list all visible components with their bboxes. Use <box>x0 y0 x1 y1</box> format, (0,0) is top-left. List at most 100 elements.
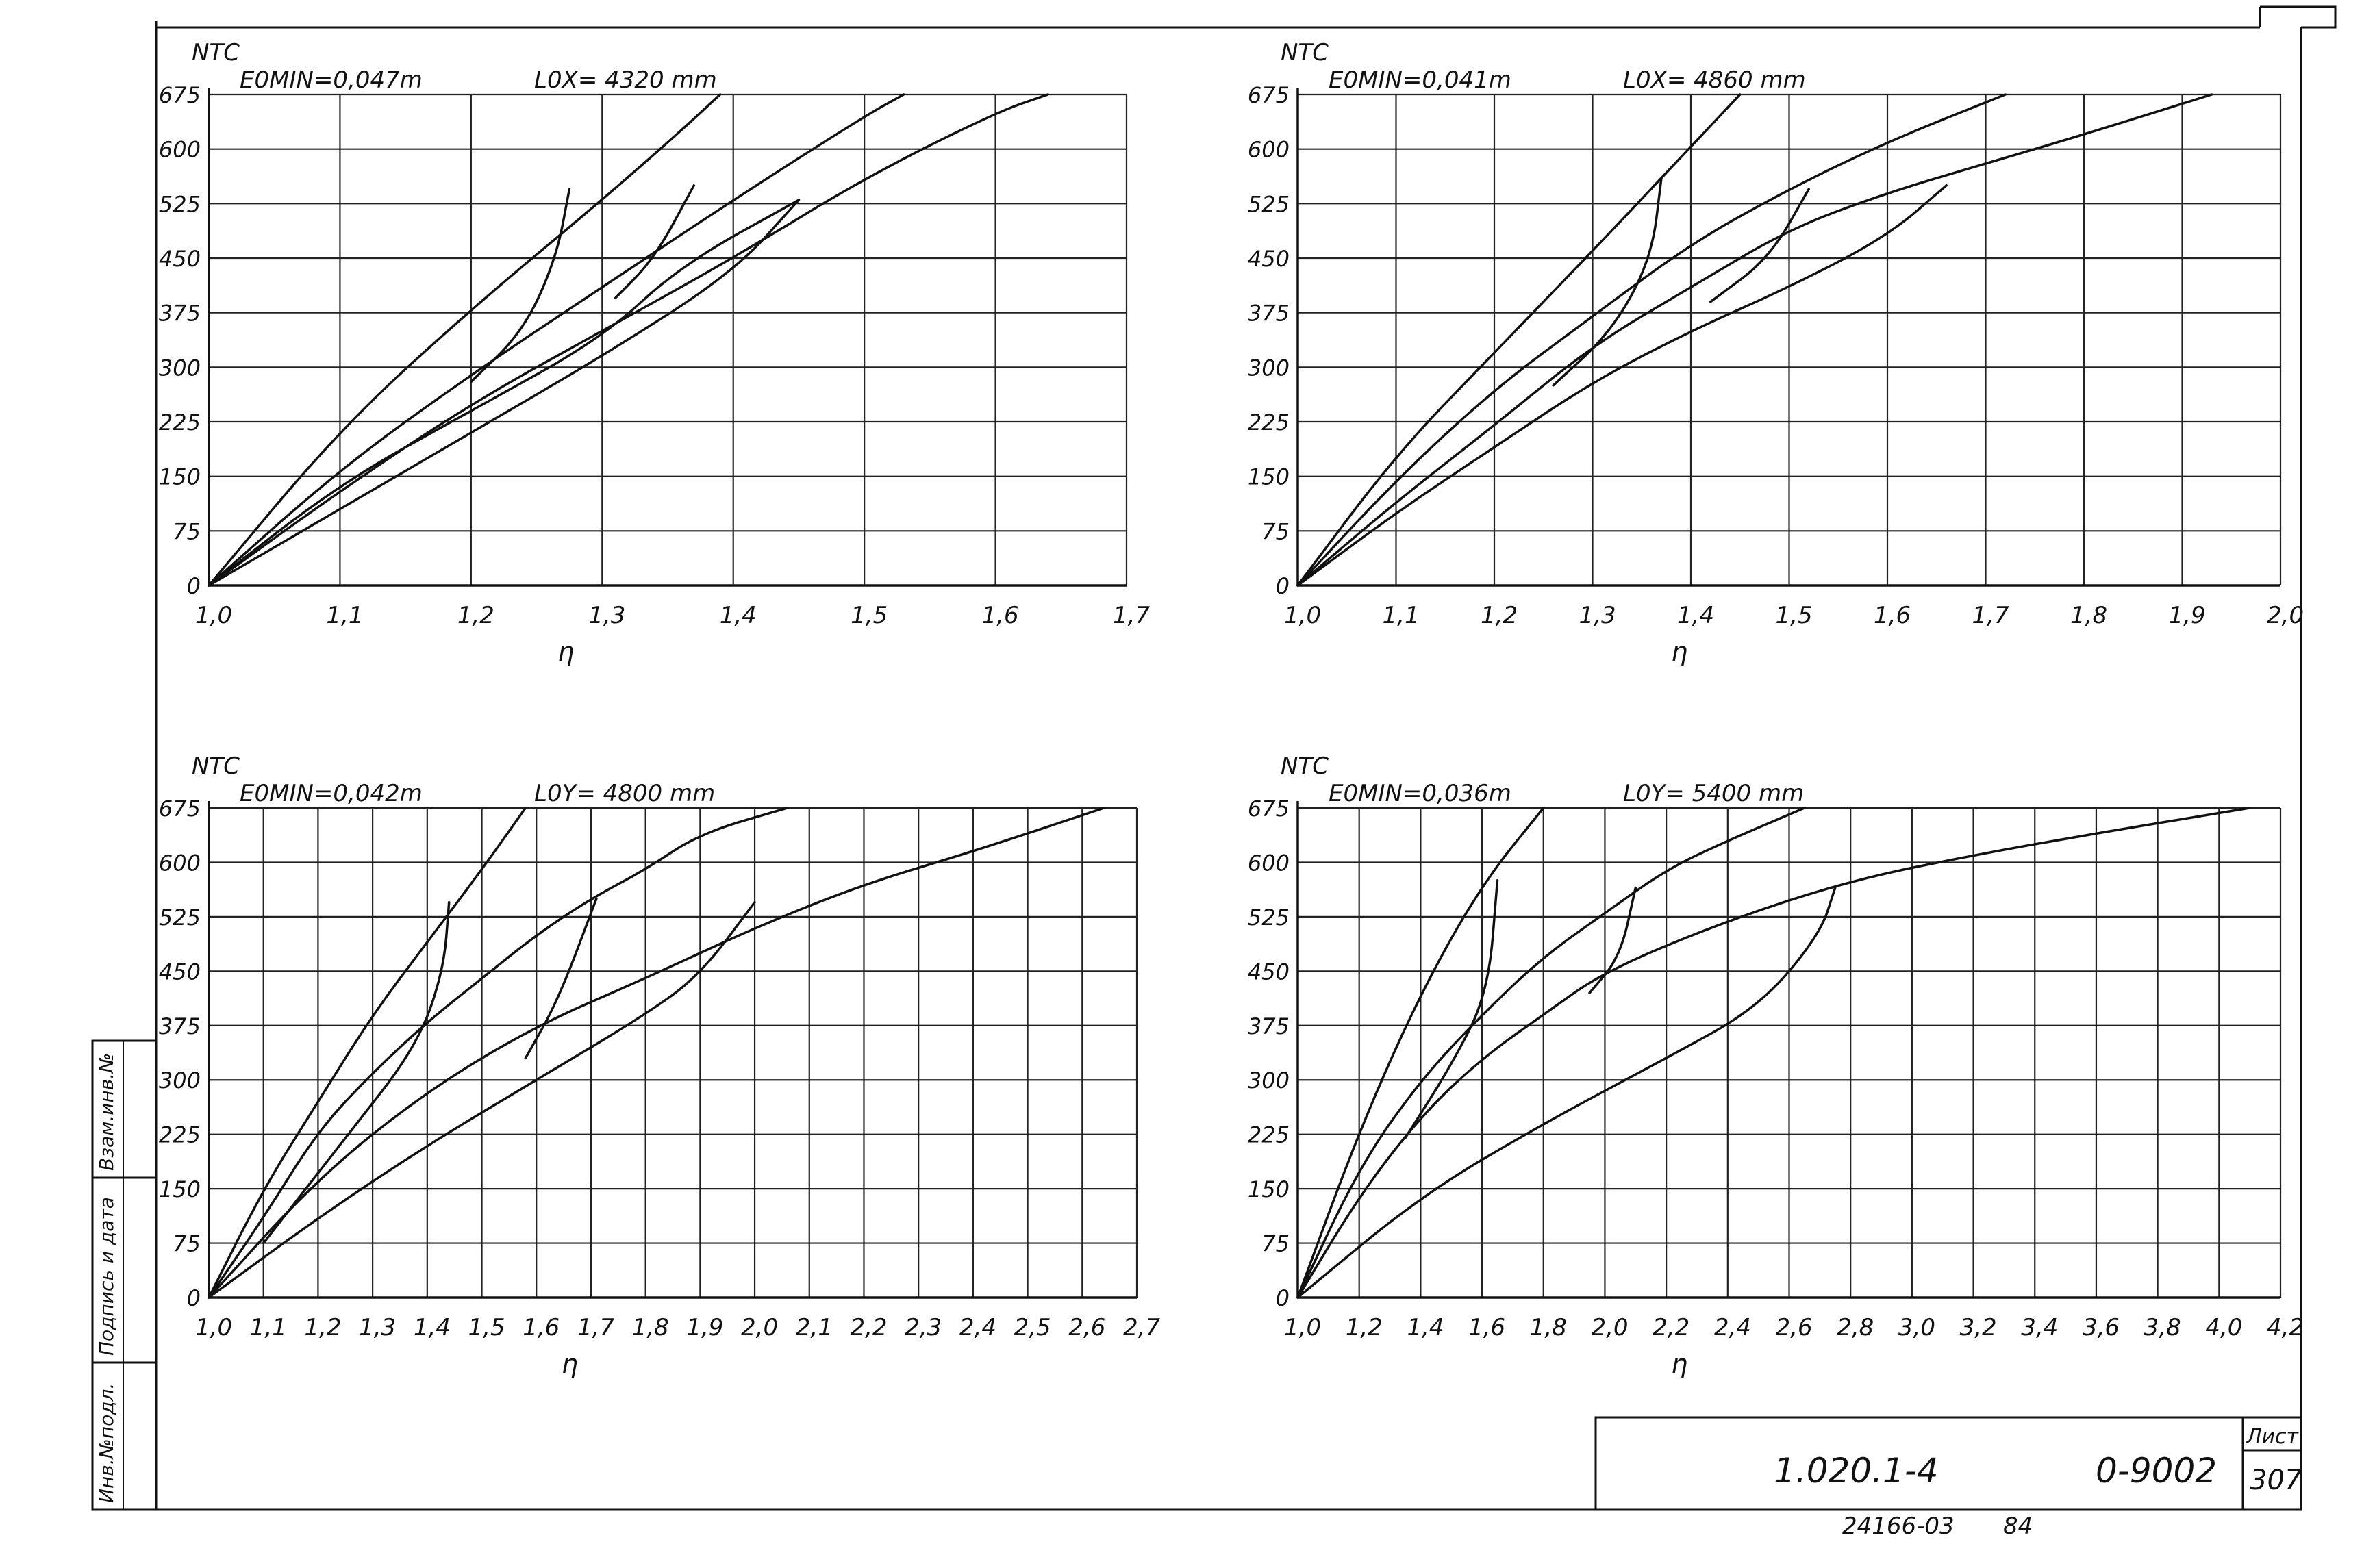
y-axis-label: NТС <box>1281 39 1329 66</box>
x-tick-label: 2,4 <box>1714 1314 1751 1341</box>
series-line-0 <box>1296 807 1545 1299</box>
x-tick-label: 4,0 <box>2205 1314 2242 1341</box>
annotation-e0min: E0MIN=0,036m <box>1329 780 1511 807</box>
x-tick-label: 1,2 <box>1346 1314 1383 1341</box>
annotation-length: L0Y= 5400 mm <box>1623 780 1804 807</box>
x-tick-label: 1,4 <box>414 1314 451 1341</box>
x-tick-label: 1,8 <box>1530 1314 1567 1341</box>
y-tick-label: 150 <box>1248 1176 1290 1202</box>
chart-panel-top-right: 1,0 1,1 1,2 1,3 1,4 1,5 1,6 1,7 1,8 1,9 2,0 0 75 150 2… <box>1248 39 2304 667</box>
x-tick-label: 1,6 <box>523 1314 560 1341</box>
x-axis-label: η <box>1671 637 1687 667</box>
x-tick-label: 1,0 <box>1284 1314 1321 1341</box>
x-tick-label: 1,1 <box>250 1314 287 1341</box>
x-tick-label: 1,4 <box>1677 602 1714 629</box>
y-tick-label: 675 <box>1248 796 1290 822</box>
y-axis-label: NТС <box>1281 753 1329 780</box>
y-tick-label: 150 <box>1248 464 1290 490</box>
x-tick-label: 3,8 <box>2144 1314 2181 1341</box>
chart-panel-bottom-right: 1,0 1,2 1,4 1,6 1,8 2,0 2,2 2,4 2,6 2,8 3,0 3,2 3,4 3… <box>1248 753 2304 1379</box>
y-tick-label: 450 <box>1248 246 1290 272</box>
y-tick-label: 600 <box>159 850 201 876</box>
title-block: 1.020.1-4 0-9002 Лист 307 24166-03 84 <box>1594 1416 2302 1540</box>
x-tick-label: 1,8 <box>2070 602 2107 629</box>
series-line-4 <box>262 900 451 1245</box>
x-tick-label: 2,2 <box>1653 1314 1689 1341</box>
x-tick-label: 2,3 <box>905 1314 942 1341</box>
series-line-3 <box>208 900 756 1299</box>
series-line-3 <box>208 199 801 587</box>
y-tick-label: 525 <box>159 905 201 931</box>
series-line-2 <box>1296 93 2213 587</box>
y-tick-label: 75 <box>1261 1231 1290 1257</box>
side-label-sign: Подпись и дата <box>95 1197 118 1356</box>
y-tick-label: 225 <box>1248 1122 1290 1148</box>
x-tick-label: 3,0 <box>1898 1314 1935 1341</box>
x-tick-label: 1,7 <box>577 1314 614 1341</box>
y-tick-label: 300 <box>159 1067 201 1093</box>
series-line-1 <box>1296 807 1806 1299</box>
y-tick-label: 675 <box>1248 82 1290 108</box>
x-tick-label: 2,6 <box>1068 1314 1105 1341</box>
series-line-4 <box>470 188 571 383</box>
list-number: 307 <box>2250 1465 2302 1496</box>
series-line-3 <box>1296 886 1837 1299</box>
series-line-6 <box>208 199 801 587</box>
x-tick-label: 1,1 <box>326 602 363 629</box>
x-tick-label: 2,7 <box>1123 1314 1160 1341</box>
annotation-e0min: E0MIN=0,047m <box>240 66 423 94</box>
x-tick-label: 2,0 <box>1591 1314 1628 1341</box>
series-line-1 <box>208 807 789 1299</box>
x-tick-label: 1,8 <box>632 1314 669 1341</box>
y-tick-label: 75 <box>173 1231 201 1257</box>
y-tick-label: 300 <box>1248 1067 1290 1093</box>
y-axis-label: NТС <box>192 753 240 780</box>
y-tick-label: 675 <box>159 796 201 822</box>
x-axis-label: η <box>557 637 574 667</box>
x-tick-label: 2,5 <box>1014 1314 1051 1341</box>
series-line-5 <box>524 897 598 1060</box>
y-tick-label: 150 <box>159 1176 201 1202</box>
x-tick-label: 1,5 <box>851 602 888 629</box>
x-tick-label: 3,4 <box>2021 1314 2058 1341</box>
x-tick-label: 1,5 <box>468 1314 505 1341</box>
x-tick-label: 1,2 <box>457 602 494 629</box>
x-tick-label: 4,2 <box>2267 1314 2304 1341</box>
y-tick-label: 375 <box>1248 1013 1290 1039</box>
annotation-length: L0Y= 4800 mm <box>534 780 715 807</box>
series-line-4 <box>1404 879 1499 1139</box>
series-line-2 <box>208 807 1105 1299</box>
chart-panel-bottom-left: 1,0 1,1 1,2 1,3 1,4 1,5 1,6 1,7 1,8 1,9 2,0 2,1 2,2 2… <box>159 753 1161 1379</box>
x-tick-label: 2,2 <box>850 1314 887 1341</box>
y-tick-label: 600 <box>1248 137 1290 163</box>
side-label-inv: Инв.№подл. <box>95 1383 118 1503</box>
y-tick-label: 375 <box>1248 301 1290 327</box>
x-axis-label: η <box>562 1349 578 1379</box>
x-tick-label: 1,3 <box>359 1314 396 1341</box>
x-tick-label: 1,2 <box>304 1314 341 1341</box>
x-tick-label: 2,8 <box>1837 1314 1874 1341</box>
y-tick-label: 225 <box>159 1122 201 1148</box>
x-tick-label: 2,0 <box>741 1314 778 1341</box>
y-tick-label: 675 <box>159 82 201 108</box>
y-tick-label: 375 <box>159 1013 201 1039</box>
y-tick-label: 300 <box>159 355 201 381</box>
y-axis-label: NТС <box>192 39 240 66</box>
series-line-0 <box>208 93 722 587</box>
y-tick-label: 75 <box>173 518 201 544</box>
y-tick-label: 525 <box>1248 191 1290 217</box>
y-tick-label: 0 <box>1276 573 1290 599</box>
x-tick-label: 1,9 <box>686 1314 723 1341</box>
series-line-2 <box>1296 807 2251 1299</box>
annotation-length: L0X= 4860 mm <box>1623 66 1806 94</box>
sheet-code: 0-9002 <box>2096 1451 2217 1491</box>
y-tick-label: 75 <box>1261 518 1290 544</box>
x-tick-label: 1,7 <box>1972 602 2009 629</box>
x-tick-label: 2,1 <box>796 1314 833 1341</box>
x-tick-label: 1,4 <box>720 602 757 629</box>
series-line-4 <box>1552 177 1663 387</box>
x-tick-label: 1,9 <box>2169 602 2206 629</box>
y-tick-label: 0 <box>1276 1285 1290 1311</box>
y-tick-label: 600 <box>1248 850 1290 876</box>
